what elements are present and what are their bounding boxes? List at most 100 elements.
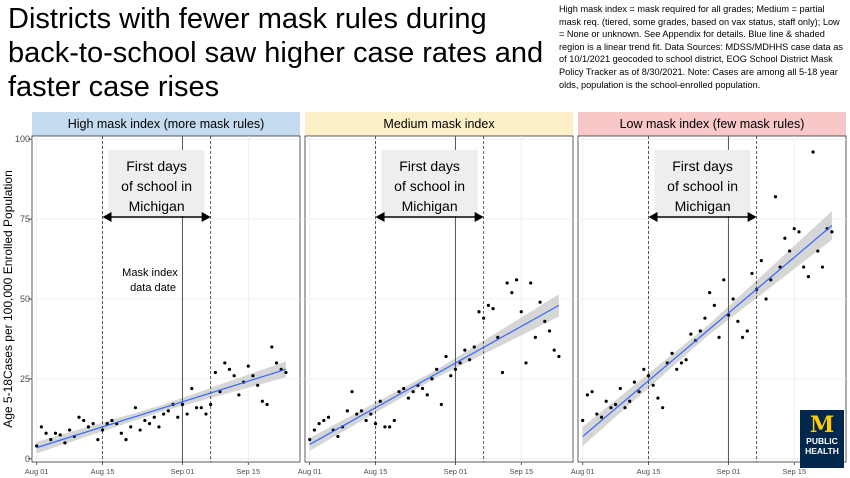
data-point [797, 230, 801, 234]
data-point [63, 441, 67, 445]
data-point [661, 406, 665, 410]
data-point [717, 335, 721, 339]
data-point [731, 297, 735, 301]
data-point [162, 412, 166, 416]
data-point [482, 316, 486, 320]
y-tick-label: 25 [20, 374, 30, 384]
data-point [581, 418, 585, 423]
data-point [223, 361, 227, 365]
data-point [703, 316, 707, 320]
data-point [138, 428, 142, 432]
x-tick-label: Aug 15 [364, 467, 388, 476]
data-point [190, 386, 194, 391]
data-point [86, 425, 91, 429]
x-tick-label: Aug 01 [298, 467, 322, 476]
data-point [609, 406, 613, 410]
data-point [722, 278, 726, 282]
x-tick-label: Aug 01 [571, 467, 595, 476]
data-point [783, 236, 787, 240]
data-point [632, 380, 637, 384]
data-point [792, 227, 796, 231]
data-point [388, 425, 392, 429]
data-point [129, 425, 133, 429]
data-point [435, 367, 439, 371]
data-point [604, 399, 608, 403]
data-point [82, 418, 86, 423]
data-point [477, 310, 481, 314]
methodology-note: High mask index = mask required for all … [559, 4, 843, 90]
panel-header-label: Low mask index (few mask rules) [620, 117, 805, 131]
first-days-label: of school in [121, 178, 192, 194]
data-point [514, 278, 519, 282]
first-days-label: Michigan [675, 198, 731, 214]
data-point [547, 329, 552, 333]
data-point [284, 370, 288, 375]
trend-line [309, 304, 560, 445]
data-point [406, 396, 411, 400]
trend-confidence-band [582, 211, 832, 447]
x-tick-label: Sep 01 [171, 467, 195, 476]
data-point [317, 422, 321, 426]
data-point [463, 348, 467, 352]
data-point [519, 310, 523, 314]
data-point [750, 271, 754, 276]
data-point [698, 329, 702, 333]
data-point [326, 415, 331, 419]
data-point [628, 399, 632, 403]
y-tick-label: 100 [15, 134, 30, 144]
data-point [614, 402, 618, 407]
data-point [209, 402, 213, 407]
data-point [439, 402, 443, 407]
university-michigan-public-health-logo: M PUBLIC HEALTH [800, 410, 844, 468]
data-point [524, 361, 528, 365]
x-tick-label: Aug 15 [91, 467, 115, 476]
data-point [39, 425, 44, 429]
data-point [53, 431, 58, 435]
data-point [133, 406, 138, 410]
data-point [444, 354, 448, 359]
trend-confidence-band [309, 294, 559, 451]
panel-header-bg [578, 112, 846, 136]
data-point [505, 281, 509, 285]
data-point [260, 399, 264, 403]
data-point [411, 390, 415, 394]
data-point [486, 303, 490, 307]
x-tick-label: Sep 15 [782, 467, 806, 476]
arrow-head-left [375, 212, 385, 222]
y-tick-label: 0 [25, 454, 30, 464]
data-point [166, 409, 170, 413]
data-point [496, 335, 500, 339]
trend-line [36, 368, 287, 449]
arrow-head-left [102, 212, 112, 222]
data-point [595, 412, 599, 416]
y-tick-label: 50 [20, 294, 30, 304]
data-point [684, 358, 688, 362]
arrow-head-right [201, 212, 211, 222]
first-days-box [654, 150, 751, 216]
data-point [176, 415, 180, 419]
data-point [49, 438, 53, 442]
data-point [345, 409, 349, 413]
panel-header-label: High mask index (more mask rules) [68, 117, 265, 131]
data-point [646, 374, 651, 378]
data-point [585, 393, 590, 397]
data-point [557, 354, 561, 359]
x-tick-label: Aug 15 [637, 467, 661, 476]
data-point [533, 335, 537, 339]
data-point [712, 303, 716, 307]
logo-line-2: HEALTH [805, 446, 839, 456]
data-point [256, 383, 260, 387]
data-point [675, 367, 679, 371]
data-point [830, 230, 834, 234]
data-point [708, 291, 712, 295]
first-days-label: of school in [667, 178, 738, 194]
data-point [274, 361, 279, 365]
data-point [124, 438, 128, 442]
data-point [467, 358, 472, 362]
logo-line-1: PUBLIC [806, 436, 838, 446]
data-point [312, 428, 317, 432]
data-point [500, 370, 505, 375]
block-m-icon: M [809, 412, 835, 438]
data-point [246, 364, 250, 368]
